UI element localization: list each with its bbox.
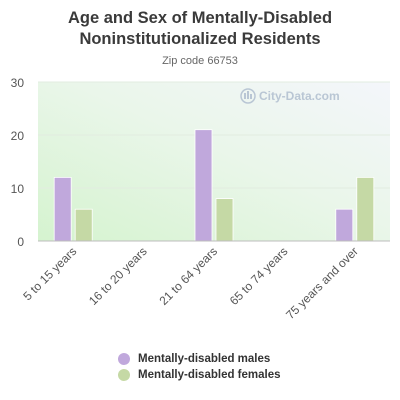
- chart-subtitle: Zip code 66753: [162, 55, 238, 67]
- watermark-icon: [240, 88, 256, 104]
- bar-males: [53, 176, 72, 242]
- bar-males: [335, 208, 354, 242]
- y-tick-label: 10: [11, 182, 25, 196]
- bar-females: [74, 208, 93, 242]
- legend-swatch-males: [118, 352, 130, 365]
- legend-label-males: Mentally-disabled males: [138, 352, 271, 365]
- y-tick-label: 20: [11, 129, 25, 143]
- x-tick-label: 21 to 64 years: [156, 244, 220, 308]
- legend-item-males: Mentally-disabled males: [118, 351, 281, 366]
- watermark-icon-bar: [247, 91, 249, 99]
- x-tick-label: 16 to 20 years: [86, 244, 150, 308]
- legend-label-females: Mentally-disabled females: [138, 368, 281, 381]
- watermark-icon-bar: [244, 93, 246, 99]
- bar-females: [215, 198, 234, 242]
- watermark-text: City-Data.com: [259, 89, 340, 103]
- x-tick-label: 75 years and over: [283, 244, 361, 322]
- y-tick-label: 30: [11, 76, 25, 90]
- legend-item-females: Mentally-disabled females: [118, 367, 281, 382]
- bar-females: [356, 176, 375, 242]
- bar-males: [194, 129, 213, 242]
- watermark: City-Data.com: [240, 88, 340, 104]
- y-tick-label: 0: [17, 235, 24, 249]
- x-tick-label: 65 to 74 years: [227, 244, 291, 308]
- plot-area: [38, 82, 390, 241]
- chart-title: Age and Sex of Mentally-Disabled Noninst…: [67, 9, 333, 48]
- watermark-icon-bar: [250, 94, 252, 99]
- legend: Mentally-disabled males Mentally-disable…: [118, 351, 281, 383]
- x-tick-label: 5 to 15 years: [20, 244, 79, 303]
- legend-swatch-females: [118, 368, 130, 381]
